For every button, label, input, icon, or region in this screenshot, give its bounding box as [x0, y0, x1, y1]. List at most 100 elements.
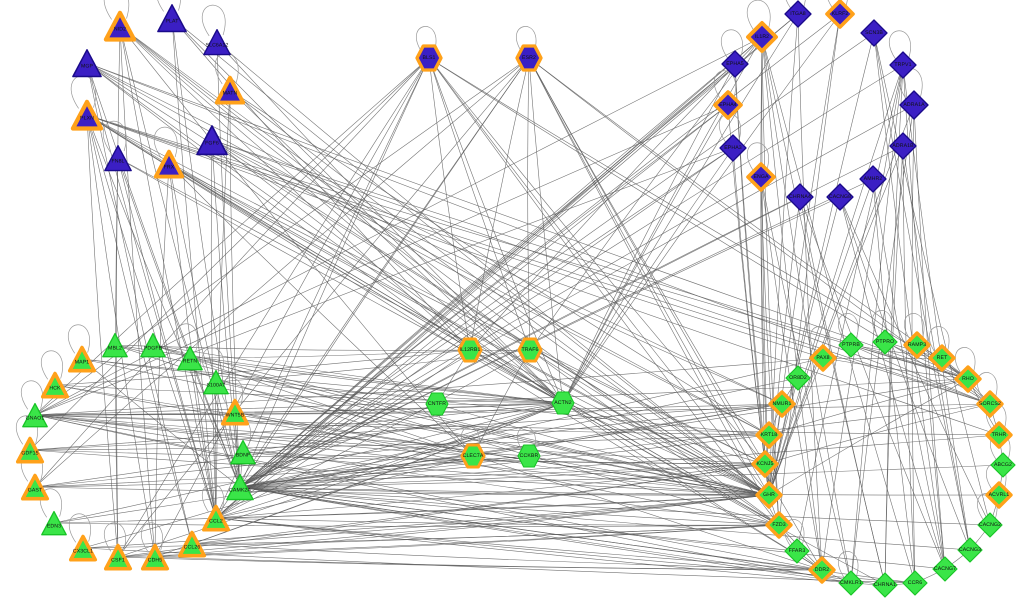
graph-node-scn3b[interactable]: SCN3B — [860, 19, 888, 47]
graph-node-cntfr[interactable]: CNTFR — [425, 392, 449, 416]
graph-node-or8d2[interactable]: OR8D2 — [785, 365, 811, 391]
graph-edge — [850, 344, 991, 405]
graph-node-ccl2[interactable]: CCL2 — [201, 504, 231, 532]
graph-node-hck[interactable]: HCK — [40, 371, 70, 399]
graph-node-rho[interactable]: RHO — [954, 365, 982, 393]
graph-node-nmur1[interactable]: NMUR1 — [768, 390, 796, 418]
graph-node-itga8[interactable]: ITGA8 — [784, 0, 812, 28]
graph-edge — [117, 402, 564, 558]
graph-node-map1[interactable]: MAP1 — [67, 345, 97, 373]
graph-node-retn[interactable]: RETN — [177, 345, 203, 371]
self-loop-edge — [784, 519, 805, 546]
self-loop-edge — [977, 372, 998, 399]
graph-node-matn[interactable]: MATN — [214, 75, 246, 105]
graph-node-plxn[interactable]: PLXN — [70, 99, 104, 131]
graph-node-ramp3[interactable]: RAMP3 — [903, 331, 931, 359]
graph-edge — [768, 178, 874, 496]
graph-node-cacng7[interactable]: CACNG7 — [932, 556, 958, 582]
graph-node-frx[interactable]: FRX — [153, 149, 185, 179]
graph-node-ptpro[interactable]: PTPRO — [872, 329, 898, 355]
graph-node-chrna4[interactable]: CHRNA4 — [786, 183, 814, 211]
graph-edge — [436, 403, 770, 496]
graph-node-ccr6[interactable]: CCR6 — [902, 570, 928, 596]
graph-node-enga[interactable]: ENGA — [746, 162, 776, 192]
graph-node-chrna1[interactable]: CHRNA1 — [872, 572, 898, 598]
graph-edge — [34, 414, 852, 584]
graph-node-cacng3[interactable]: CACNG3 — [957, 537, 983, 563]
graph-node-clec7a[interactable]: CLEC7A — [460, 443, 486, 469]
graph-node-ptprb[interactable]: PTPRB — [838, 332, 864, 358]
graph-node-cdh5[interactable]: CDH5 — [140, 543, 170, 571]
graph-node-traf6[interactable]: TRAF6 — [517, 337, 543, 363]
graph-edge — [799, 196, 886, 586]
graph-node-klrf2[interactable]: KLRF2 — [825, 0, 855, 29]
graph-node-epha4[interactable]: EPHA4 — [713, 90, 743, 120]
triangle-shape-icon — [140, 332, 166, 358]
graph-node-cacng8[interactable]: CACNG8 — [826, 183, 854, 211]
graph-node-mgp[interactable]: MGP — [72, 48, 102, 78]
graph-node-edn3[interactable]: EDN3 — [41, 510, 67, 536]
graph-node-s100a7[interactable]: S100A7 — [203, 369, 229, 395]
graph-edge — [872, 178, 946, 570]
graph-node-fgfr[interactable]: FGF6 — [196, 124, 228, 156]
graph-node-cckbr[interactable]: CCKBR — [517, 444, 541, 468]
diamond-shape-icon — [957, 537, 983, 563]
graph-edge — [211, 139, 241, 488]
self-loop-edge — [16, 415, 38, 445]
triangle-shape-icon — [40, 371, 70, 399]
triangle-shape-icon — [68, 534, 98, 562]
graph-node-esr2[interactable]: ESR2 — [515, 44, 543, 72]
graph-node-csf1[interactable]: CSF1 — [103, 543, 133, 571]
graph-node-sorcs2[interactable]: SORCS2 — [976, 390, 1004, 418]
graph-node-camk2a[interactable]: CAMK2A — [226, 473, 254, 501]
graph-node-bdnf[interactable]: BDNF — [230, 439, 256, 465]
graph-node-acvrl1[interactable]: ACVRL1 — [985, 481, 1013, 509]
graph-node-cacng2[interactable]: CACNG2 — [977, 512, 1003, 538]
graph-edge — [850, 64, 904, 584]
graph-node-fn8l[interactable]: FN8L — [104, 144, 132, 172]
graph-node-trpv1[interactable]: TRPV1 — [889, 51, 917, 79]
hexagon-shape-icon — [517, 337, 543, 363]
graph-node-il12rb1[interactable]: IL12RB1 — [457, 337, 483, 363]
graph-node-amhr2[interactable]: AMHR2 — [859, 165, 887, 193]
graph-edge — [154, 556, 823, 571]
graph-node-krt18[interactable]: KRT18 — [755, 421, 783, 449]
graph-edge — [242, 451, 770, 496]
graph-node-adra1b[interactable]: ADRA1B — [889, 132, 917, 160]
diamond-shape-icon — [903, 331, 931, 359]
graph-node-epha5[interactable]: EPHA5 — [721, 50, 749, 78]
graph-edge — [768, 145, 904, 496]
graph-edge — [229, 89, 564, 404]
graph-node-cx3cl1[interactable]: CX3CL1 — [68, 534, 98, 562]
graph-node-abcg2[interactable]: ABCG2 — [990, 452, 1016, 478]
graph-node-actn2[interactable]: ACTN2 — [551, 391, 575, 415]
graph-node-il1r2[interactable]: IL1R2 — [746, 21, 778, 53]
graph-edge — [119, 25, 217, 519]
graph-node-ret[interactable]: RET — [928, 344, 956, 372]
graph-node-mbl2[interactable]: MBL2 — [102, 332, 128, 358]
graph-node-gast[interactable]: GAST — [20, 473, 50, 501]
graph-node-fzd3[interactable]: FZD3 — [765, 511, 793, 539]
graph-node-trhr[interactable]: TRHR — [985, 421, 1013, 449]
graph-node-ccl26[interactable]: CCL26 — [177, 530, 207, 558]
graph-node-pax8[interactable]: PAX8 — [809, 344, 837, 372]
graph-node-adra1a[interactable]: ADRA1A — [899, 90, 929, 120]
graph-edge — [428, 57, 770, 496]
graph-edge — [239, 377, 799, 488]
self-loop-edge — [929, 326, 950, 353]
graph-node-gdf15[interactable]: GDF15 — [15, 436, 45, 464]
graph-node-bls1[interactable]: BLS1 — [415, 44, 443, 72]
graph-node-slc6a12[interactable]: SLC6A12 — [203, 28, 231, 56]
graph-node-nid2[interactable]: NID2 — [103, 10, 137, 42]
graph-node-wnt5b[interactable]: WNT5B — [220, 398, 250, 426]
graph-node-kcnj5[interactable]: KCNJ5 — [751, 450, 779, 478]
graph-node-gnao1[interactable]: GNAO1 — [22, 402, 48, 428]
graph-node-ghr[interactable]: GHR — [755, 481, 783, 509]
graph-node-ddr2[interactable]: DDR2 — [808, 556, 836, 584]
graph-node-pdgfb[interactable]: PDGFB — [140, 332, 166, 358]
graph-node-cmklr1[interactable]: CMKLR1 — [838, 570, 864, 596]
graph-node-epha3[interactable]: EPHA3 — [719, 134, 747, 162]
graph-node-plat[interactable]: PLAT — [157, 3, 187, 33]
graph-node-ffar3[interactable]: FFAR3 — [784, 538, 810, 564]
